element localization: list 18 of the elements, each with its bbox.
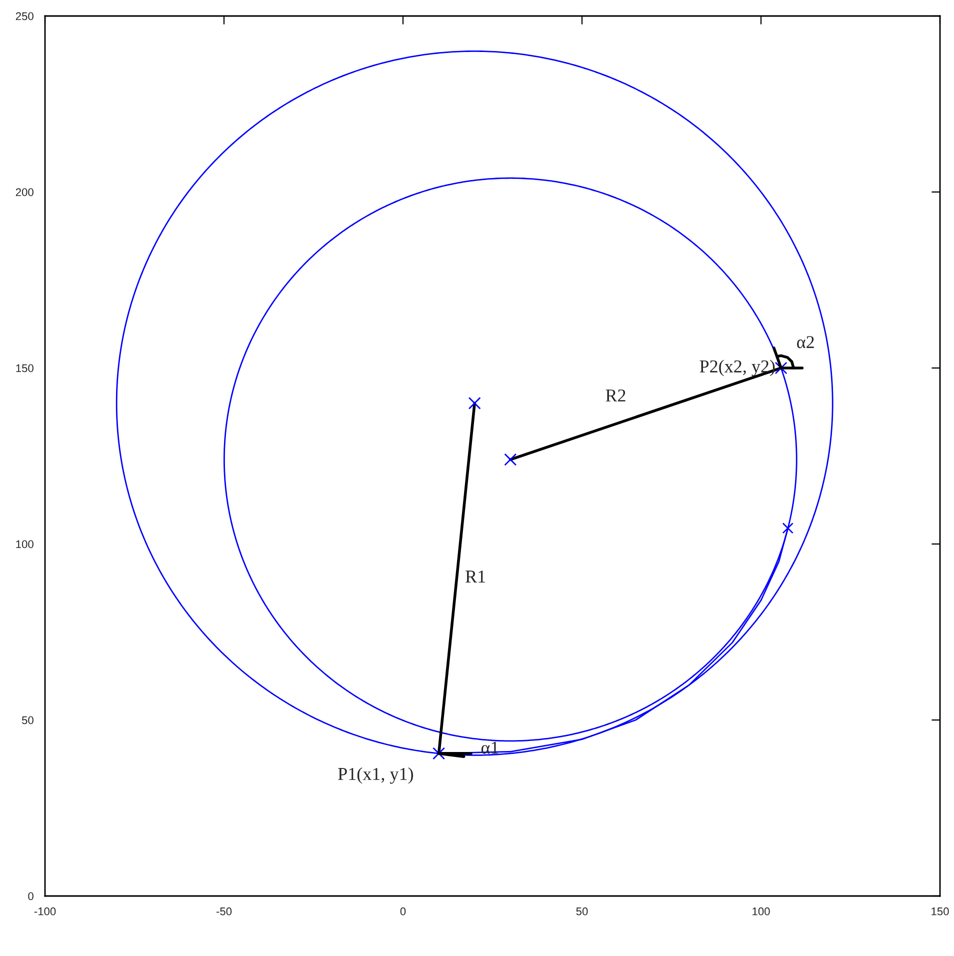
annotation: P1(x1, y1) [338, 767, 414, 784]
annotation: P2(x2, y2) [700, 360, 775, 376]
annotation: α1 [481, 742, 498, 754]
x-tick-label: 150 [932, 907, 949, 916]
y-tick-label: 250 [16, 12, 34, 20]
annotation: R2 [606, 389, 626, 402]
x-tick-label: -100 [34, 907, 56, 916]
x-tick-label: 0 [400, 907, 406, 916]
x-tick-label: 100 [752, 907, 770, 916]
y-tick-label: 50 [22, 716, 34, 724]
y-tick-label: 0 [28, 892, 34, 900]
annotation: α2 [797, 336, 814, 348]
y-tick-label: 200 [16, 188, 34, 196]
y-tick-label: 100 [16, 540, 34, 548]
x-tick-label: -50 [216, 907, 232, 916]
x-tick-label: 50 [576, 907, 588, 916]
y-tick-label: 150 [16, 364, 34, 372]
annotation: R1 [466, 570, 486, 582]
